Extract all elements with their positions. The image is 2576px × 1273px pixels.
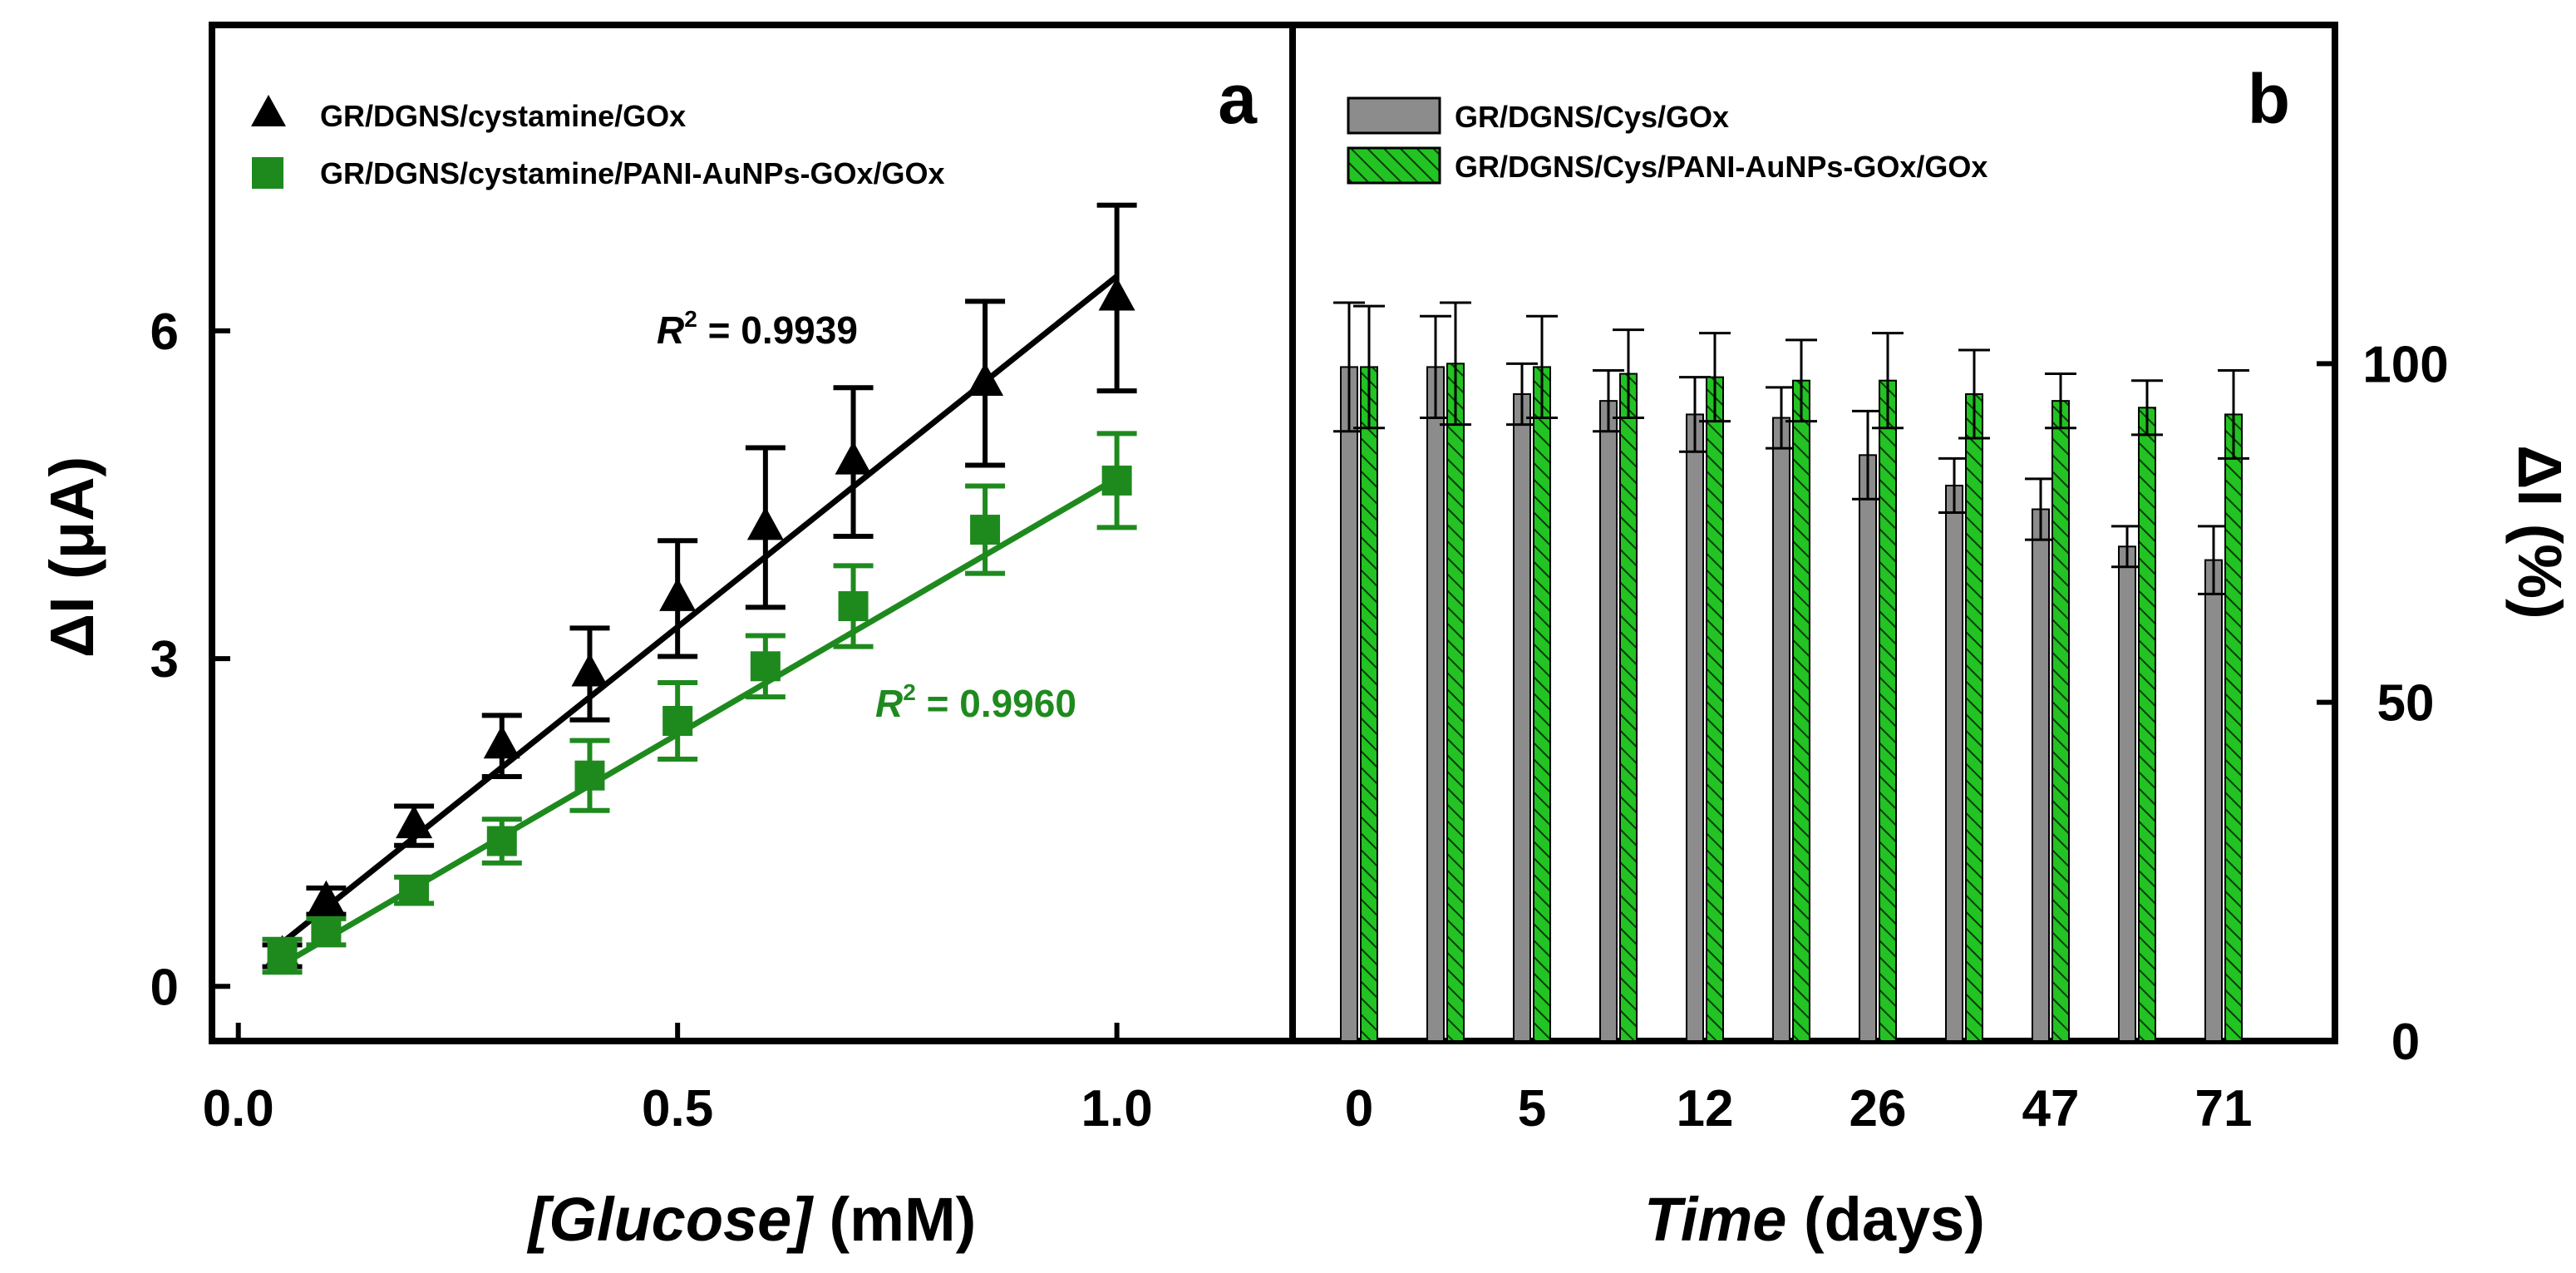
r2-green-symbol: R	[875, 682, 903, 725]
r2-green-value: = 0.9960	[916, 682, 1076, 725]
data-point-square	[311, 916, 342, 947]
bar-green	[1360, 366, 1378, 1042]
bar-gray	[1599, 400, 1618, 1042]
data-point-square	[750, 651, 781, 682]
panel-a-x-label-quantity: [Glucose]	[527, 1185, 815, 1254]
panel-b-x-label-quantity: Time	[1644, 1185, 1786, 1254]
data-point-triangle	[483, 725, 520, 759]
a-x-tick-label: 0.0	[203, 1080, 274, 1137]
bar-green	[1879, 379, 1897, 1042]
panel-b-frame	[1289, 22, 2338, 1044]
panel-a-x-axis-label: [Glucose] (mM)	[527, 1185, 977, 1254]
bar-gray	[1340, 366, 1358, 1042]
panel-b-y-ticks: 0 50 100	[2317, 336, 2449, 1071]
legend-series-1-label: GR/DGNS/cystamine/GOx	[320, 99, 686, 133]
data-point-triangle	[396, 805, 433, 839]
r2-black-value: = 0.9939	[697, 308, 858, 352]
panel-b-legend: GR/DGNS/Cys/GOx GR/DGNS/Cys/PANI-AuNPs-G…	[1347, 96, 1987, 185]
bar-green	[2224, 413, 2243, 1042]
r2-black-symbol: R	[657, 308, 684, 352]
bar-gray	[1426, 366, 1445, 1042]
b-y-tick-label: 100	[2362, 336, 2448, 393]
legend-triangle-marker	[251, 95, 286, 126]
r2-annotation-green: R2 = 0.9960	[875, 679, 1076, 725]
bar-gray	[1945, 484, 1963, 1042]
panel-a-y-label-unit: (μA)	[37, 456, 106, 597]
data-point-square	[970, 515, 1001, 545]
bar-green	[1792, 379, 1810, 1042]
data-point-square	[1101, 465, 1132, 496]
legend-square-marker	[252, 157, 283, 189]
panel-a-legend: GR/DGNS/cystamine/GOx GR/DGNS/cystamine/…	[251, 95, 945, 190]
a-y-tick-label: 6	[150, 303, 179, 361]
data-point-triangle	[659, 577, 697, 611]
data-point-triangle	[746, 506, 784, 540]
panel-b-y-axis-label: ΔI (%)	[2505, 445, 2574, 619]
b-y-tick-label: 0	[2391, 1014, 2420, 1071]
bar-gray	[1772, 417, 1790, 1042]
panel-a-y-label-quantity: ΔI	[37, 596, 106, 658]
legend-green-swatch	[1347, 146, 1441, 185]
bar-green	[2138, 407, 2156, 1042]
r2-annotation-black: R2 = 0.9939	[657, 306, 858, 352]
panel-b-y-label-unit: (%)	[2505, 506, 2574, 619]
legend-series-2-label: GR/DGNS/cystamine/PANI-AuNPs-GOx/GOx	[320, 156, 945, 190]
data-point-triangle	[308, 880, 345, 914]
panel-b-x-label-unit: (days)	[1786, 1185, 1985, 1254]
b-x-tick-label: 47	[2022, 1080, 2080, 1137]
panel-b-x-ticks: 0 5 12 26 47 71	[1345, 1080, 2253, 1137]
b-x-tick-label: 5	[1518, 1080, 1546, 1137]
data-point-square	[399, 875, 430, 905]
bar-green	[2051, 400, 2070, 1042]
panel-a-x-label-unit: (mM)	[812, 1185, 976, 1254]
b-x-tick-label: 71	[2195, 1080, 2253, 1137]
panel-a-label: a	[1218, 60, 1258, 138]
panel-b-label: b	[2248, 60, 2290, 138]
b-x-tick-label: 12	[1677, 1080, 1734, 1137]
a-y-tick-label: 3	[150, 631, 179, 688]
legend-b-series-2-label: GR/DGNS/Cys/PANI-AuNPs-GOx/GOx	[1455, 150, 1987, 184]
data-point-square	[662, 706, 693, 737]
bar-green	[1446, 363, 1465, 1043]
bar-gray	[2204, 559, 2223, 1042]
data-point-square	[574, 760, 605, 791]
data-point-square	[486, 826, 517, 856]
bar-gray	[1513, 392, 1531, 1042]
b-x-tick-label: 0	[1345, 1080, 1373, 1137]
bar-gray	[2032, 508, 2050, 1042]
a-x-tick-label: 0.5	[642, 1080, 713, 1137]
panel-a-data-points	[262, 202, 1137, 975]
a-x-tick-label: 1.0	[1081, 1080, 1153, 1137]
data-point-triangle	[967, 362, 1004, 396]
bar-gray	[1686, 413, 1704, 1042]
panel-a-x-ticks: 0.0 0.5 1.0	[203, 1023, 1153, 1137]
bar-green	[1533, 366, 1551, 1042]
b-x-tick-label: 26	[1849, 1080, 1907, 1137]
data-point-square	[838, 591, 869, 622]
panel-b-y-label-quantity: ΔI	[2505, 445, 2574, 506]
bar-gray	[1859, 454, 1877, 1042]
a-y-tick-label: 0	[150, 959, 179, 1016]
bar-green	[1706, 376, 1724, 1043]
r2-black-superscript: 2	[684, 306, 697, 332]
panel-b-x-axis-label: Time (days)	[1644, 1185, 1985, 1254]
data-point-square	[267, 940, 298, 971]
legend-gray-swatch	[1347, 96, 1441, 135]
b-y-tick-label: 50	[2377, 675, 2435, 733]
bar-gray	[2118, 545, 2136, 1042]
panel-a-y-ticks: 0 3 6	[150, 303, 230, 1016]
r2-green-superscript: 2	[903, 679, 916, 705]
bar-green	[1965, 392, 1983, 1042]
panel-a-y-axis-label: ΔI (μA)	[37, 456, 106, 658]
data-point-triangle	[571, 653, 608, 687]
panel-b-bars	[1333, 301, 2249, 1043]
legend-b-series-1-label: GR/DGNS/Cys/GOx	[1455, 100, 1729, 134]
data-point-triangle	[1098, 277, 1135, 311]
data-point-triangle	[835, 441, 872, 475]
bar-green	[1619, 373, 1638, 1042]
